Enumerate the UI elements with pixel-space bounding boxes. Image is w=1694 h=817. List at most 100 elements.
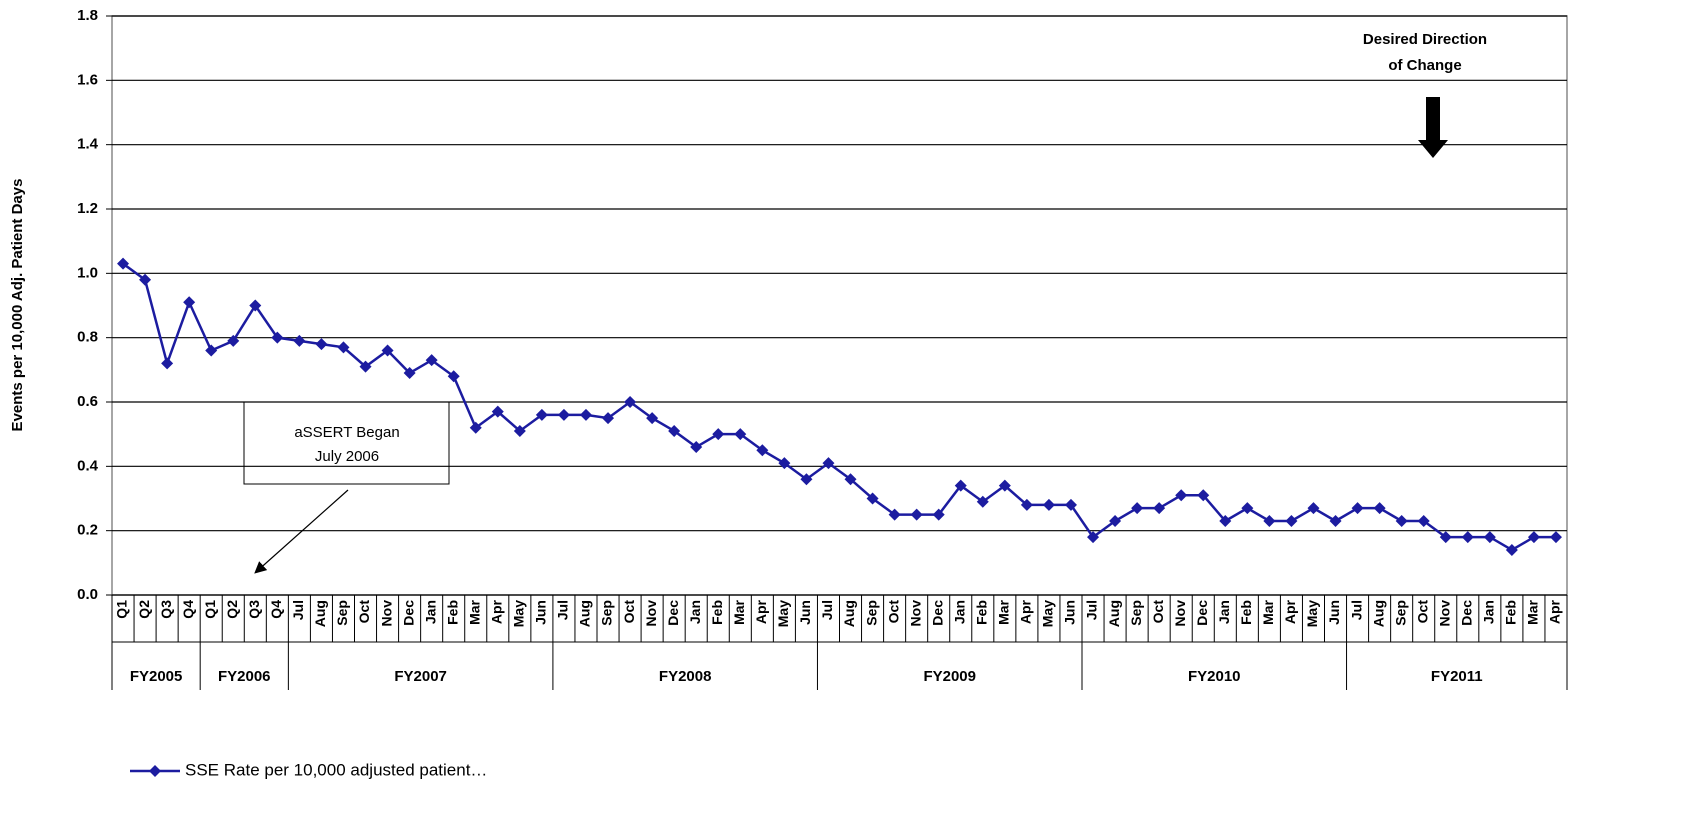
data-point — [998, 479, 1011, 492]
data-point — [1131, 502, 1144, 515]
data-point — [1461, 531, 1474, 544]
y-tick-label: 1.4 — [77, 136, 99, 153]
data-point — [1329, 515, 1342, 528]
group-label: FY2005 — [130, 668, 183, 685]
data-point — [734, 428, 747, 441]
x-tick-label: Mar — [996, 599, 1012, 624]
group-label: FY2008 — [659, 668, 712, 685]
data-point — [822, 457, 835, 470]
group-label: FY2009 — [923, 668, 976, 685]
x-tick-label: Feb — [1503, 600, 1519, 625]
data-point — [557, 408, 570, 421]
annotation-text: July 2006 — [315, 448, 379, 465]
data-point — [976, 495, 989, 508]
data-point — [1483, 531, 1496, 544]
data-point — [1263, 515, 1276, 528]
data-point — [579, 408, 592, 421]
x-tick-label: Apr — [488, 599, 504, 624]
data-point — [646, 412, 659, 425]
data-point — [756, 444, 769, 457]
data-point — [1351, 502, 1364, 515]
y-axis-label: Events per 10,000 Adj. Patient Days — [9, 179, 26, 432]
x-tick-label: Oct — [1150, 600, 1166, 624]
x-tick-label: Nov — [1436, 600, 1452, 627]
x-tick-label: Q4 — [268, 600, 284, 619]
x-tick-label: Aug — [1370, 600, 1386, 627]
x-tick-label: Oct — [885, 600, 901, 624]
x-tick-label: Jul — [819, 600, 835, 620]
x-tick-label: Oct — [1414, 600, 1430, 624]
data-point — [535, 408, 548, 421]
x-tick-label: Q2 — [224, 600, 240, 619]
data-point — [1109, 515, 1122, 528]
x-tick-label: Mar — [731, 599, 747, 624]
x-tick-label: Jan — [687, 600, 703, 624]
x-tick-label: Jun — [1062, 600, 1078, 625]
x-tick-label: Nov — [1172, 600, 1188, 627]
data-point — [1417, 515, 1430, 528]
y-tick-label: 1.0 — [77, 264, 98, 281]
x-tick-label: Mar — [1525, 599, 1541, 624]
x-tick-label: May — [1040, 600, 1056, 627]
x-tick-label: Jan — [422, 600, 438, 624]
x-tick-label: Jan — [1216, 600, 1232, 624]
data-point — [249, 299, 262, 312]
data-point — [161, 357, 174, 370]
x-tick-label: Sep — [599, 600, 615, 626]
data-point — [844, 473, 857, 486]
data-point — [205, 344, 218, 357]
data-point — [1064, 498, 1077, 511]
x-tick-label: Oct — [621, 600, 637, 624]
legend-marker — [149, 765, 161, 777]
data-point — [910, 508, 923, 521]
data-point — [888, 508, 901, 521]
data-point — [712, 428, 725, 441]
plot-area — [111, 15, 1568, 596]
data-point — [425, 354, 438, 367]
y-tick-label: 0.2 — [77, 522, 98, 539]
y-tick-label: 0.6 — [77, 393, 98, 410]
data-point — [227, 334, 240, 347]
group-label: FY2007 — [394, 668, 447, 685]
x-tick-label: Nov — [378, 600, 394, 627]
group-label: FY2011 — [1431, 668, 1483, 685]
data-point — [668, 424, 681, 437]
data-point — [1219, 515, 1232, 528]
x-tick-label: Feb — [973, 600, 989, 625]
group-label: FY2006 — [218, 668, 271, 685]
x-tick-label: May — [511, 600, 527, 627]
x-tick-label: Jun — [797, 600, 813, 625]
x-tick-label: Feb — [709, 600, 725, 625]
data-point — [800, 473, 813, 486]
x-tick-label: Dec — [1194, 600, 1210, 626]
data-point — [1505, 543, 1518, 556]
x-tick-label: Aug — [577, 600, 593, 627]
x-tick-label: Dec — [929, 600, 945, 626]
data-point — [624, 396, 637, 408]
data-point — [954, 479, 967, 492]
x-tick-label: Oct — [356, 600, 372, 624]
x-tick-label: Mar — [466, 599, 482, 624]
data-point — [1527, 531, 1540, 544]
x-tick-label: Jul — [1084, 600, 1100, 620]
x-tick-label: Jul — [555, 600, 571, 620]
data-point — [513, 424, 526, 437]
x-tick-label: Feb — [444, 600, 460, 625]
x-tick-label: Apr — [1018, 599, 1034, 624]
x-tick-label: Feb — [1238, 600, 1254, 625]
x-tick-label: Mar — [1260, 599, 1276, 624]
x-tick-label: Jun — [1326, 600, 1342, 625]
data-point — [469, 421, 482, 434]
data-point — [491, 405, 504, 418]
x-tick-label: Q3 — [158, 600, 174, 619]
x-tick-label: Jul — [290, 600, 306, 620]
data-point — [778, 457, 791, 470]
data-point — [602, 412, 615, 425]
data-point — [1197, 489, 1210, 502]
y-tick-label: 0.8 — [77, 329, 98, 346]
data-point — [1020, 498, 1033, 511]
group-label: FY2010 — [1188, 668, 1241, 685]
data-point — [1549, 531, 1562, 544]
x-tick-label: May — [775, 600, 791, 627]
x-tick-label: Dec — [665, 600, 681, 626]
